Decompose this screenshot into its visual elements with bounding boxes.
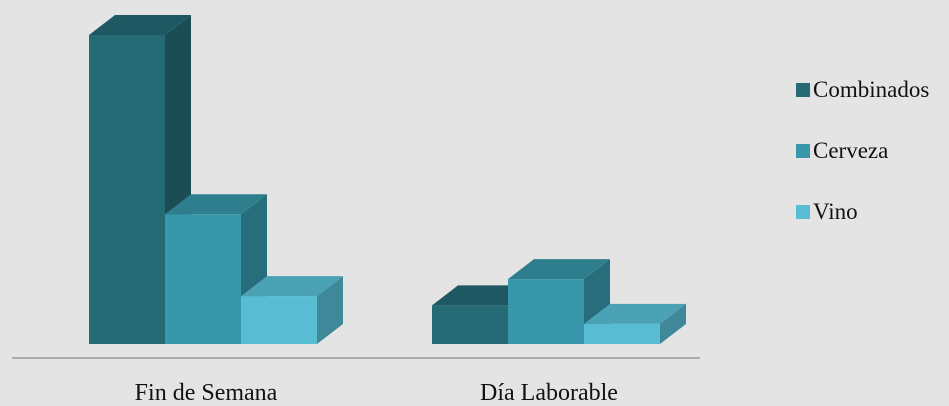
legend-swatch [796, 83, 810, 97]
x-tick-label-fin-de-semana: Fin de Semana [135, 380, 278, 406]
bar-top-face [89, 15, 191, 35]
bar-top-face [584, 303, 686, 324]
legend-item-cerveza: Cerveza [796, 138, 888, 163]
bar-front-face [584, 323, 660, 344]
x-tick-labels: Fin de Semana Día Laborable [135, 380, 618, 406]
bar-side-face [317, 276, 343, 344]
legend-swatch [796, 205, 810, 219]
legend-item-vino: Vino [796, 199, 858, 224]
legend-item-combinados: Combinados [796, 77, 929, 102]
x-tick-label-dia-laborable: Día Laborable [480, 380, 618, 406]
bar-fin-de-semana-vino [241, 276, 343, 344]
legend: Combinados Cerveza Vino [796, 77, 929, 224]
bar-front-face [165, 214, 241, 344]
bars [89, 15, 686, 344]
bar-top-face [165, 194, 267, 215]
legend-label: Cerveza [813, 138, 888, 163]
bar-front-face [241, 296, 317, 344]
legend-label: Combinados [813, 77, 929, 102]
bar-front-face [89, 35, 165, 344]
legend-label: Vino [813, 199, 858, 224]
bar-side-face [660, 303, 686, 344]
bar-front-face [432, 305, 508, 344]
bar-top-face [508, 259, 610, 280]
bar-dia-laborable-vino [584, 303, 686, 344]
bar-front-face [508, 279, 584, 344]
bar-top-face [241, 276, 343, 297]
legend-swatch [796, 144, 810, 158]
